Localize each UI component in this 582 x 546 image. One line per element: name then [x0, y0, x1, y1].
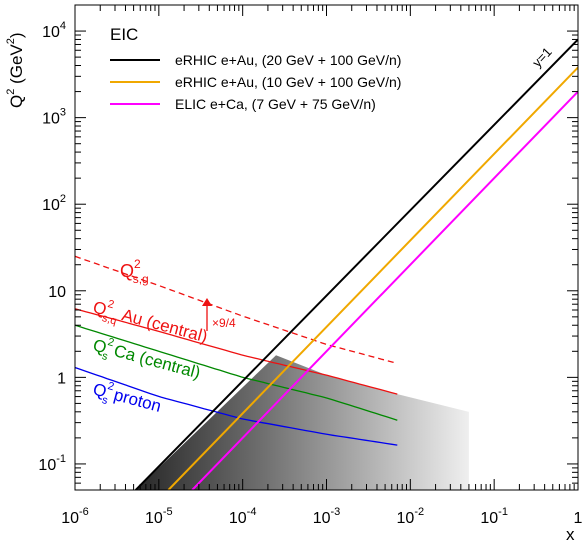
x-tick-label: 10-5 — [145, 506, 173, 527]
kinematic-region-shading — [135, 355, 469, 490]
x-tick-label: 10-6 — [61, 506, 89, 527]
qsg-label: Q2 s,g — [120, 257, 149, 286]
legend-label-1: eRHIC e+Au, (10 GeV + 100 GeV/n) — [175, 74, 401, 90]
qs-proton-label: Q2s proton — [90, 377, 164, 421]
y-tick-label: 103 — [42, 107, 66, 128]
legend-label-0: eRHIC e+Au, (20 GeV + 100 GeV/n) — [175, 52, 401, 68]
legend-label-2: ELIC e+Ca, (7 GeV + 75 GeV/n) — [175, 96, 376, 112]
y-tick-label: 10 — [48, 284, 66, 301]
y-tick-label: 10-1 — [38, 453, 66, 474]
series-line-2 — [191, 90, 578, 490]
factor-arrowhead — [202, 298, 212, 306]
x-tick-label: 10-3 — [313, 506, 341, 527]
x-tick-label: 10-1 — [480, 506, 508, 527]
x-tick-label: 10-2 — [397, 506, 425, 527]
saturation-curves — [75, 255, 398, 446]
series-line-1 — [167, 66, 578, 490]
y-tick-label: 102 — [42, 193, 66, 214]
saturation-curve-2 — [75, 324, 398, 421]
x-tick-label: 10-4 — [229, 506, 257, 527]
y-tick-label: 104 — [42, 20, 66, 41]
factor-label: ×9/4 — [212, 316, 236, 330]
axes: 10-6 10-5 10-4 10-3 10-2 10-1 1 10-1 1 10 102 103 10… — [5, 4, 582, 544]
saturation-curve-3 — [75, 366, 398, 446]
y-tick-label: 1 — [57, 370, 66, 387]
saturation-curve-0 — [75, 308, 398, 395]
x-axis-label: x — [566, 525, 575, 544]
legend-title: EIC — [110, 25, 138, 44]
saturation-curve-1 — [75, 255, 398, 365]
series-line-0 — [135, 38, 578, 490]
kinematic-limit-lines — [135, 38, 578, 490]
y-axis-label: Q2 (GeV2) — [5, 32, 26, 108]
shaded-region — [135, 355, 469, 490]
legend: EIC eRHIC e+Au, (20 GeV + 100 GeV/n) eRHIC… — [110, 25, 401, 112]
x-tick-label: 1 — [574, 510, 582, 527]
